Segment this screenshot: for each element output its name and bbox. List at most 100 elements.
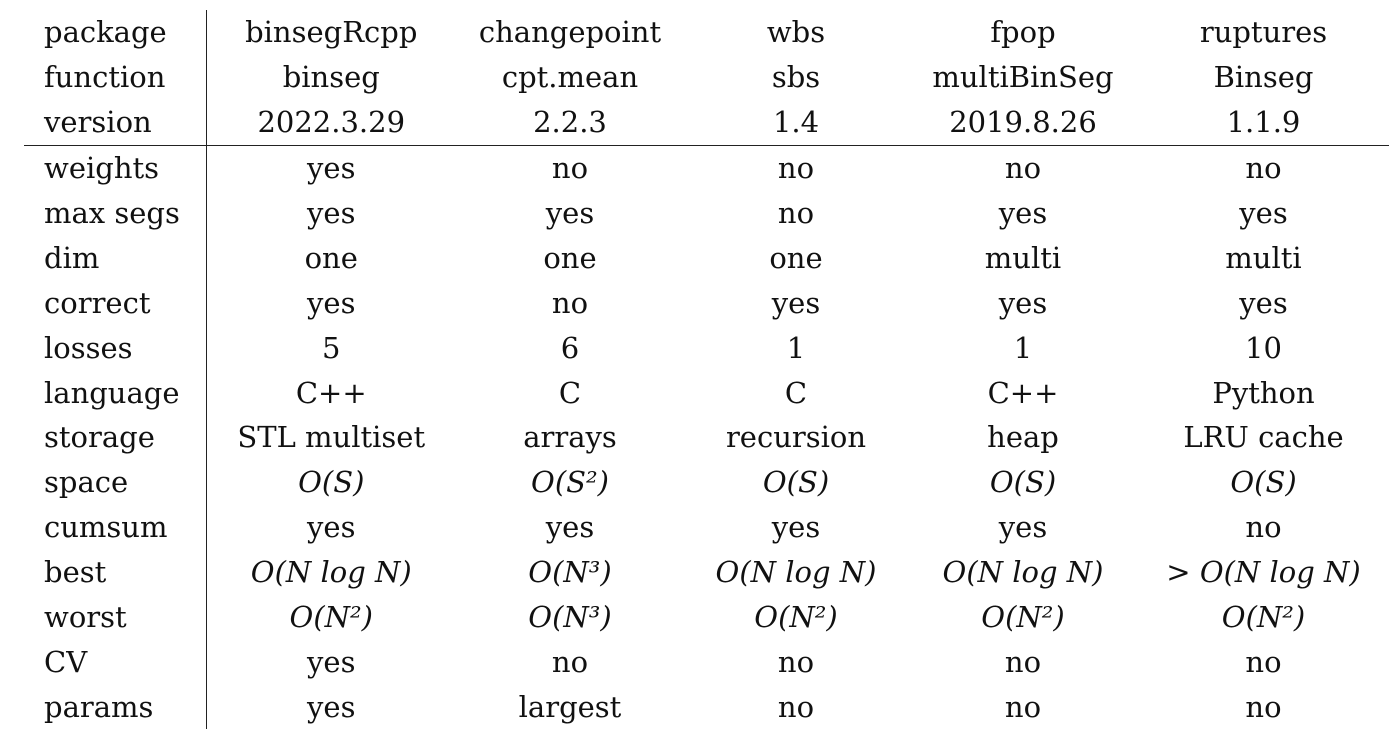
row-label: worst xyxy=(24,594,207,640)
table-cell: no xyxy=(1004,644,1042,679)
table-cell: C xyxy=(558,375,582,410)
table-row: params yes largest no no no xyxy=(24,684,1389,730)
table-cell: 1.4 xyxy=(684,99,908,146)
row-label: function xyxy=(24,54,207,100)
table-cell: O(N²) xyxy=(1221,600,1306,635)
table-cell: yes xyxy=(771,285,821,320)
row-label: language xyxy=(24,370,207,416)
table-cell: no xyxy=(777,689,815,724)
table-cell: O(N log N) xyxy=(715,555,877,590)
row-label: storage xyxy=(24,415,207,460)
table-cell: yes xyxy=(307,644,356,679)
row-label: losses xyxy=(24,325,207,371)
table-cell: yes xyxy=(998,510,1048,545)
table-cell: multi xyxy=(984,240,1062,275)
table-cell: yes xyxy=(545,196,595,230)
row-label: best xyxy=(24,549,207,595)
table-cell: 1 xyxy=(1013,330,1033,365)
table-cell: no xyxy=(777,151,815,186)
row-label: space xyxy=(24,459,207,505)
table-cell: C++ xyxy=(295,375,367,410)
row-label: dim xyxy=(24,235,207,281)
table-cell: yes xyxy=(771,510,821,545)
table-row: worst O(N²) O(N³) O(N²) O(N²) O(N²) xyxy=(24,594,1389,640)
table-cell: O(S²) xyxy=(531,465,609,500)
table-cell: one xyxy=(543,240,597,275)
row-label: CV xyxy=(24,639,207,685)
table-row: best O(N log N) O(N³) O(N log N) O(N log N) >… xyxy=(24,549,1389,595)
table-cell: C++ xyxy=(987,375,1059,410)
table-cell: O(N log N) xyxy=(942,555,1104,590)
table-cell: sbs xyxy=(771,60,821,95)
row-label: weights xyxy=(24,145,207,191)
table-cell: no xyxy=(1245,644,1282,679)
table-cell: changepoint xyxy=(478,15,662,50)
table-cell: yes xyxy=(307,196,356,230)
table-cell: one xyxy=(304,240,358,275)
table-cell: multiBinSeg xyxy=(932,60,1114,95)
table-cell: heap xyxy=(987,420,1059,455)
table-row: space O(S) O(S²) O(S) O(S) O(S) xyxy=(24,459,1389,505)
table-cell: yes xyxy=(1239,196,1288,230)
table-row: correct yes no yes yes yes xyxy=(24,280,1389,326)
table-row: CV yes no no no no xyxy=(24,639,1389,685)
table-cell: yes xyxy=(1239,285,1288,320)
table-cell: O(S) xyxy=(1230,465,1297,500)
comparison-table: package binsegRcpp changepoint wbs fpop ruptu… xyxy=(24,10,1389,730)
table-cell: 5 xyxy=(322,330,341,365)
table-cell: binsegRcpp xyxy=(245,15,418,50)
table-cell: yes xyxy=(307,151,356,186)
table-cell: no xyxy=(777,644,815,679)
table-cell: largest xyxy=(518,689,622,724)
table-cell: 2022.3.29 xyxy=(206,99,456,146)
table-cell: O(S) xyxy=(989,465,1057,500)
table-cell: C xyxy=(784,375,808,410)
table-cell: Binseg xyxy=(1213,60,1314,95)
row-label: params xyxy=(24,684,207,730)
table-cell: > O(N log N) xyxy=(1166,555,1361,590)
table-cell: wbs xyxy=(766,15,826,50)
table-cell: multi xyxy=(1225,240,1302,275)
table-cell: yes xyxy=(307,285,356,320)
table-cell: STL multiset xyxy=(237,420,426,455)
table-cell: 1 xyxy=(786,330,806,365)
table-cell: no xyxy=(1245,151,1282,186)
table-cell: fpop xyxy=(990,15,1056,50)
table-cell: 2019.8.26 xyxy=(908,99,1138,146)
header-row: function binseg cpt.mean sbs multiBinSeg Bins… xyxy=(24,54,1389,100)
table-cell: no xyxy=(1245,689,1282,724)
table-cell: no xyxy=(1004,689,1042,724)
table-cell: binseg xyxy=(282,60,380,95)
table-body: package binsegRcpp changepoint wbs fpop ruptu… xyxy=(24,10,1389,730)
table-cell: one xyxy=(769,240,823,275)
table-row: storage STL multiset arrays recursion heap LR… xyxy=(24,415,1389,460)
table-cell: LRU cache xyxy=(1183,420,1344,455)
table-cell: no xyxy=(551,285,589,320)
table-cell: O(S) xyxy=(298,465,365,500)
table-cell: no xyxy=(1245,510,1282,545)
table-cell: cpt.mean xyxy=(501,60,639,95)
table-cell: 6 xyxy=(560,330,580,365)
table-cell: O(S) xyxy=(762,465,830,500)
table-row: dim one one one multi multi xyxy=(24,235,1389,281)
table-cell: ruptures xyxy=(1199,15,1328,50)
table-cell: no xyxy=(1004,151,1042,186)
table-cell: no xyxy=(551,151,589,186)
row-label: max segs xyxy=(24,190,207,236)
table-row: language C++ C C C++ Python xyxy=(24,370,1389,416)
table-cell: O(N log N) xyxy=(250,555,412,590)
table-cell: O(N²) xyxy=(981,600,1065,635)
table-cell: O(N²) xyxy=(754,600,838,635)
table-cell: O(N²) xyxy=(289,600,373,635)
header-row: version 2022.3.29 2.2.3 1.4 2019.8.26 1.1.9 xyxy=(24,99,1389,146)
table-cell: arrays xyxy=(523,420,617,455)
row-label: cumsum xyxy=(24,504,207,550)
row-label: version xyxy=(24,99,207,146)
table-row: cumsum yes yes yes yes no xyxy=(24,504,1389,550)
row-label: package xyxy=(24,10,207,55)
table-cell: yes xyxy=(998,285,1048,320)
table-cell: no xyxy=(551,644,589,679)
table-row: weights yes no no no no xyxy=(24,145,1389,191)
table-cell: yes xyxy=(545,510,595,545)
